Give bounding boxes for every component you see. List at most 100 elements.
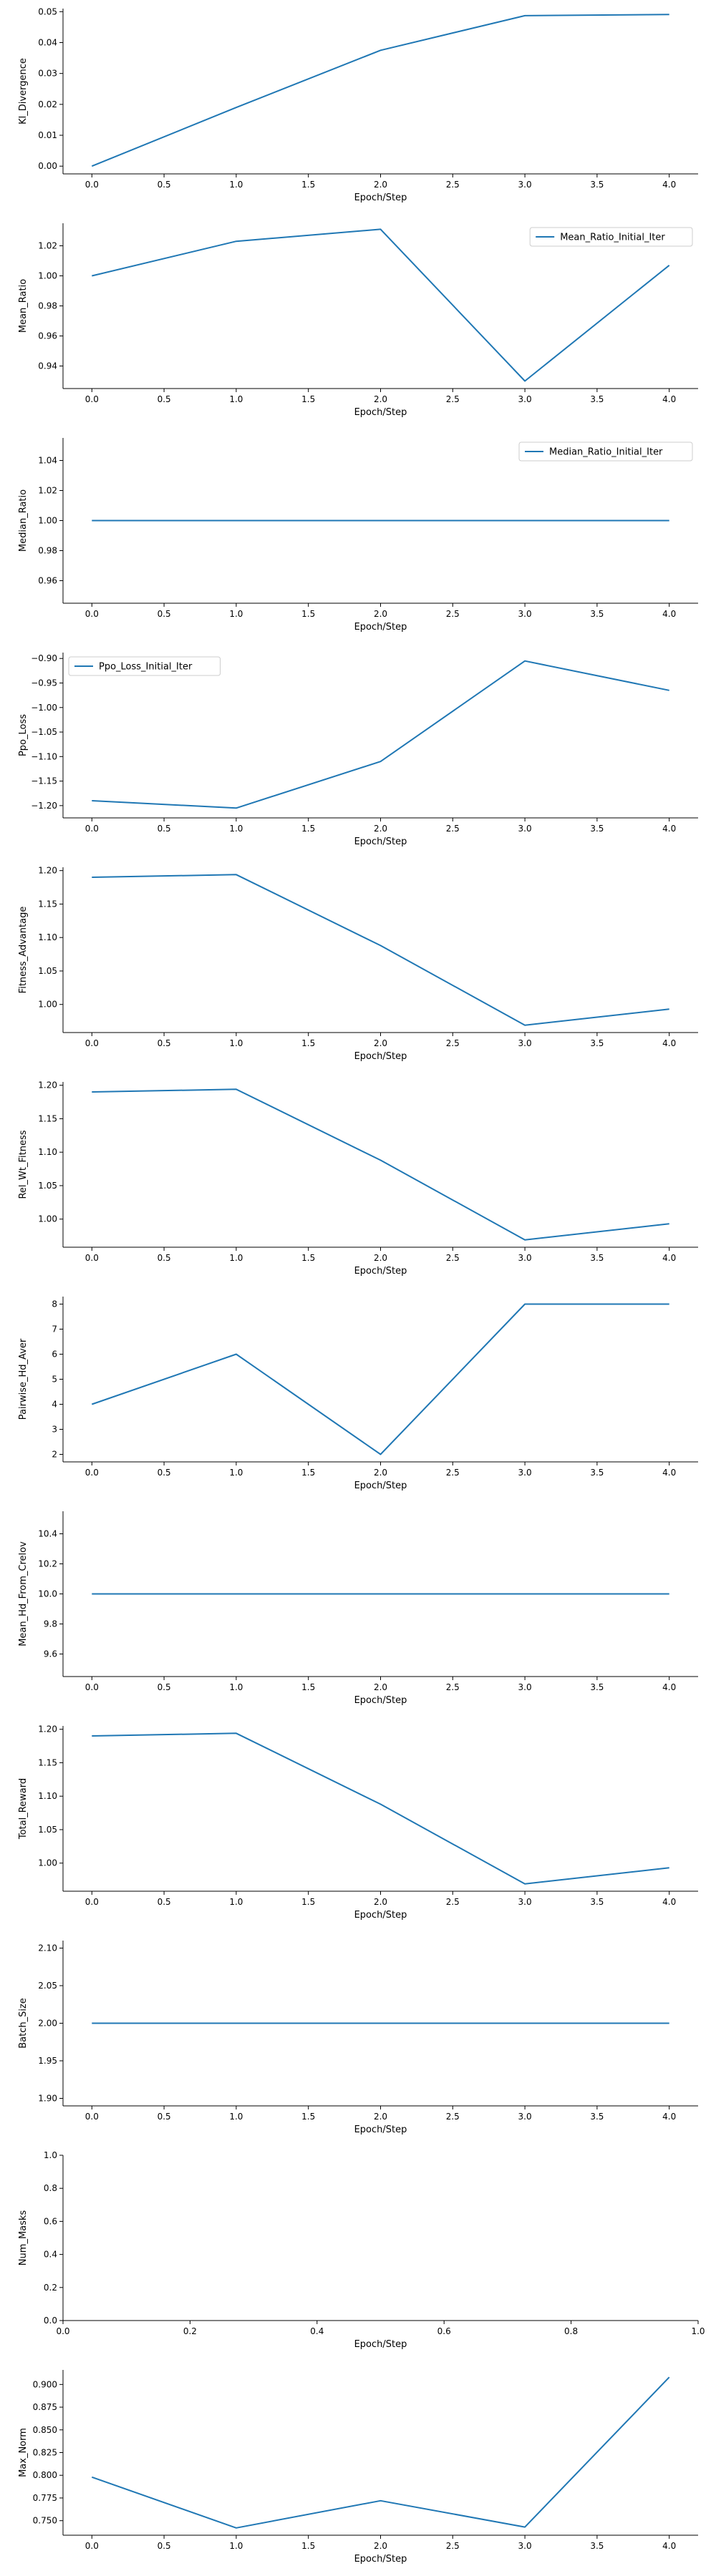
- x-tick-label: 3.5: [590, 2541, 604, 2551]
- x-tick-label: 0.5: [158, 1682, 171, 1692]
- x-axis-label: Epoch/Step: [354, 1695, 407, 1706]
- x-tick-label: 2.0: [374, 180, 387, 190]
- y-tick-label: −0.90: [31, 653, 57, 663]
- x-tick-label: 0.5: [158, 2541, 171, 2551]
- x-tick-label: 2.0: [374, 1468, 387, 1478]
- x-tick-label: 1.5: [301, 2541, 315, 2551]
- x-tick-label: 1.0: [229, 824, 243, 834]
- y-tick-label: 3: [52, 1425, 57, 1435]
- x-tick-label: 3.5: [590, 1682, 604, 1692]
- x-tick-label: 1.0: [229, 609, 243, 619]
- x-tick-label: 1.0: [229, 180, 243, 190]
- x-tick-label: 2.0: [374, 2541, 387, 2551]
- x-tick-label: 4.0: [662, 1682, 676, 1692]
- y-axis-label: Median_Ratio: [18, 489, 29, 552]
- x-tick-label: 1.0: [229, 1682, 243, 1692]
- y-tick-label: −0.95: [31, 678, 57, 688]
- chart-mean-hd-from-crelov: 0.0 0.5 1.0 1.5 2.0 2.5 3.0 3.5 4.0 9.6 9.8 10.0 10.…: [18, 1511, 698, 1706]
- x-tick-label: 4.0: [662, 824, 676, 834]
- series-line-pairwise-hd-aver: [91, 1303, 669, 1455]
- y-tick-label: −1.05: [31, 727, 57, 737]
- y-tick-label: 1.05: [38, 966, 57, 976]
- y-tick-label: 7: [52, 1324, 57, 1335]
- y-axis-label: Pairwise_Hd_Aver: [18, 1338, 29, 1420]
- y-tick-label: 1.95: [38, 2056, 57, 2066]
- series-line-ppo-loss: [92, 660, 669, 809]
- x-tick-label: 3.5: [590, 824, 604, 834]
- y-tick-label: 10.4: [38, 1529, 57, 1539]
- x-tick-label: 2.5: [446, 1468, 460, 1478]
- x-tick-label: 4.0: [662, 2541, 676, 2551]
- y-tick-label: 0.96: [38, 331, 57, 341]
- y-axis-label: Mean_Hd_From_Crelov: [18, 1541, 29, 1646]
- x-tick-label: 0.0: [85, 1897, 99, 1907]
- x-axis-label: Epoch/Step: [354, 407, 407, 418]
- legend-box: [518, 441, 693, 462]
- series-line-kl-divergence: [91, 14, 669, 167]
- x-tick-label: 2.5: [446, 1897, 460, 1907]
- chart-ppo-loss: 0.0 0.5 1.0 1.5 2.0 2.5 3.0 3.5 4.0 −1.20 −1.15 −1.…: [18, 653, 698, 847]
- x-tick-label: 3.0: [518, 1038, 532, 1048]
- x-tick-label: 4.0: [662, 609, 676, 619]
- x-tick-label: 1.5: [301, 394, 315, 404]
- y-tick-label: 0.96: [38, 576, 57, 586]
- y-tick-label: 0.04: [38, 37, 57, 47]
- y-tick-label: 0.94: [38, 361, 57, 371]
- y-tick-label: 2.05: [38, 1981, 57, 1991]
- chart-fitness-advantage: 0.0 0.5 1.0 1.5 2.0 2.5 3.0 3.5 4.0 1.00 1.05 1.10 1…: [18, 866, 698, 1062]
- x-tick-label: 4.0: [662, 1468, 676, 1478]
- series-line-fitness-advantage: [92, 874, 669, 1026]
- series-line-max-norm: [91, 2376, 670, 2529]
- y-axis-label: Ppo_Loss: [18, 714, 29, 756]
- x-tick-label: 4.0: [662, 180, 676, 190]
- x-tick-label: 3.5: [590, 1897, 604, 1907]
- x-axis-label: Epoch/Step: [354, 1480, 407, 1491]
- x-tick-label: 2.0: [374, 2112, 387, 2122]
- x-tick-label: 4.0: [662, 2112, 676, 2122]
- y-tick-label: 1.00: [38, 271, 57, 281]
- x-tick-label: 0.0: [85, 1038, 99, 1048]
- x-tick-label: 0.5: [158, 824, 171, 834]
- x-axis-label: Epoch/Step: [354, 836, 407, 847]
- x-tick-label: 1.5: [301, 180, 315, 190]
- x-tick-label: 0.0: [85, 394, 99, 404]
- x-tick-label: 0.0: [85, 1253, 99, 1263]
- x-tick-label: 2.0: [374, 609, 387, 619]
- y-tick-label: −1.00: [31, 703, 57, 713]
- x-tick-label: 0.0: [85, 180, 99, 190]
- chart-batch-size: 0.0 0.5 1.0 1.5 2.0 2.5 3.0 3.5 4.0 1.90 1.95 2.00 2…: [18, 1941, 698, 2135]
- x-tick-label: 1.0: [229, 394, 243, 404]
- y-tick-label: 0.02: [38, 99, 57, 109]
- x-tick-label: 3.0: [518, 180, 532, 190]
- x-tick-label: 2.0: [374, 824, 387, 834]
- x-tick-label: 0.5: [158, 1897, 171, 1907]
- x-tick-label: 2.5: [446, 1682, 460, 1692]
- x-tick-label: 3.5: [590, 609, 604, 619]
- y-tick-label: 8: [52, 1299, 57, 1309]
- x-axis-label: Epoch/Step: [354, 192, 407, 203]
- y-tick-label: −1.20: [31, 801, 57, 811]
- y-tick-label: −1.10: [31, 751, 57, 761]
- x-tick-label: 3.0: [518, 1897, 532, 1907]
- y-tick-label: 1.04: [38, 456, 57, 466]
- y-axis-label: Max_Norm: [18, 2428, 29, 2477]
- y-tick-label: 0.98: [38, 301, 57, 311]
- x-tick-label: 4.0: [662, 1038, 676, 1048]
- y-tick-label: 2.10: [38, 1943, 57, 1953]
- x-tick-label: 1.5: [301, 824, 315, 834]
- y-axis-label: Fitness_Advantage: [18, 907, 29, 994]
- y-tick-label: 1.10: [38, 1791, 57, 1801]
- x-tick-label: 2.5: [446, 824, 460, 834]
- x-tick-label: 3.0: [518, 2112, 532, 2122]
- x-tick-label: 3.0: [518, 394, 532, 404]
- x-tick-label: 1.0: [229, 1038, 243, 1048]
- x-tick-label: 2.0: [374, 394, 387, 404]
- x-axis-label: Epoch/Step: [354, 1910, 407, 1921]
- x-tick-label: 3.5: [590, 1038, 604, 1048]
- y-tick-label: 1.05: [38, 1181, 57, 1191]
- x-tick-label: 2.5: [446, 2541, 460, 2551]
- legend: Ppo_Loss_Initial_Iter: [68, 656, 221, 676]
- y-tick-label: −1.15: [31, 776, 57, 786]
- y-tick-label: 0.03: [38, 69, 57, 79]
